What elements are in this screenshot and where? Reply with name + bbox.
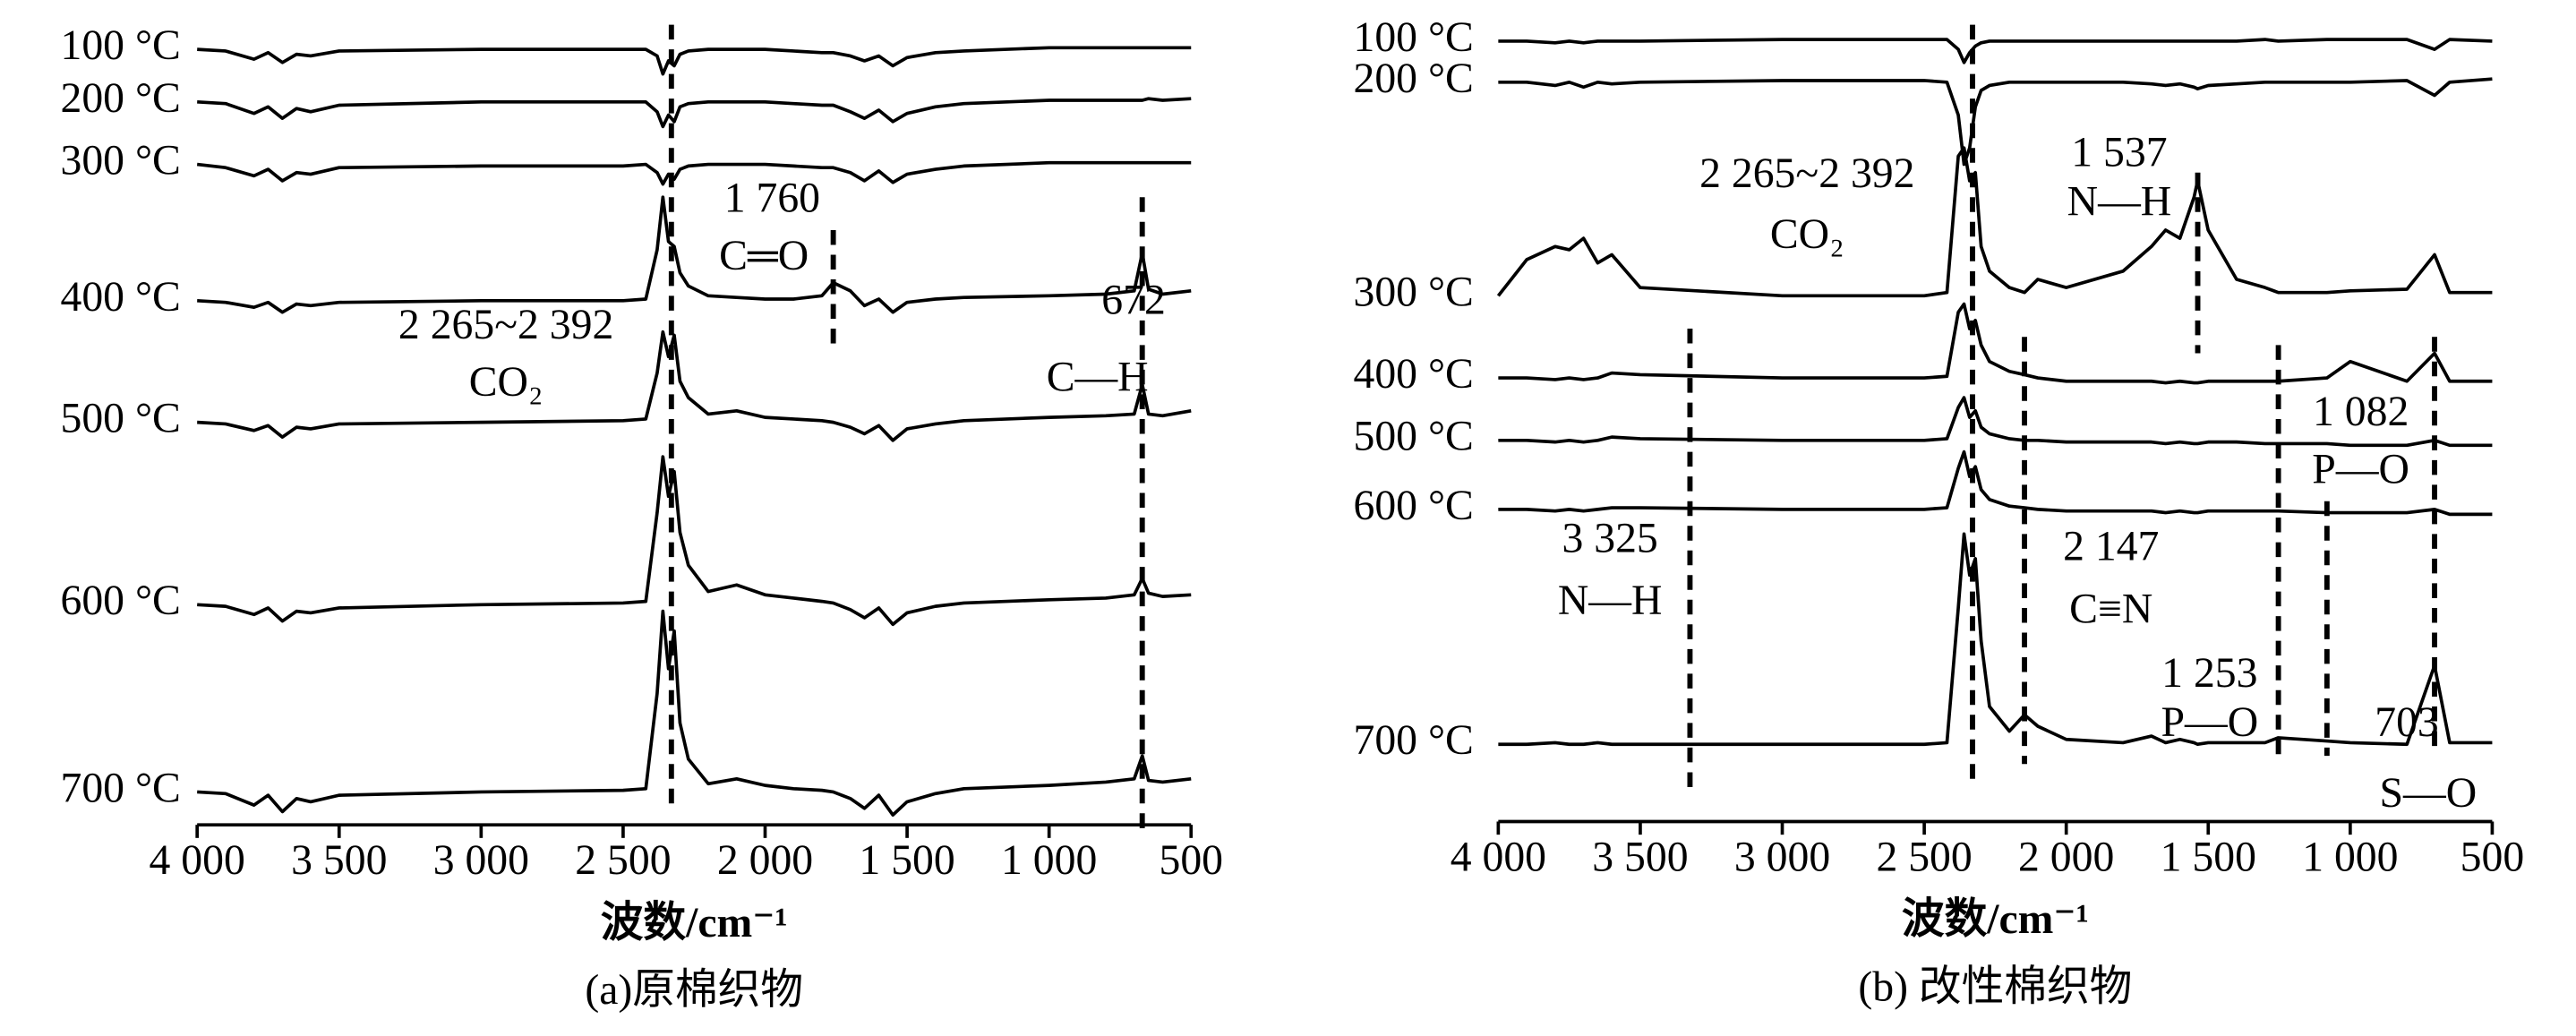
chart-title: (b) 改性棉织物 (1858, 963, 2132, 1010)
series-label: 100 °C (1353, 13, 1473, 61)
annotation: 2 265~2 392 (398, 301, 613, 348)
series-label: 100 °C (60, 21, 180, 69)
spectrum-line (197, 455, 1192, 627)
series-label: 300 °C (1353, 268, 1473, 315)
annotation: 1 537 (2071, 128, 2167, 176)
annotation: 1 760 (724, 175, 820, 222)
x-tick-label: 4 000 (150, 836, 245, 884)
annotation: 3 325 (1562, 515, 1657, 562)
annotation: 2 147 (2063, 523, 2159, 570)
series-label: 600 °C (1353, 482, 1473, 529)
x-tick-label: 500 (1159, 836, 1223, 884)
series-label: 500 °C (60, 395, 180, 442)
annotation: P—O (2161, 698, 2259, 746)
spectrum-line (1498, 38, 2493, 64)
annotation: C≡N (2069, 585, 2152, 632)
spectrum-line (197, 46, 1192, 76)
annotation: C═O (719, 232, 809, 279)
spectrum-line (1496, 146, 2493, 298)
annotation: 1 082 (2313, 388, 2409, 435)
annotation: CO₂ (469, 358, 543, 406)
spectrum-line (1498, 532, 2493, 747)
series-label: 200 °C (1353, 55, 1473, 102)
annotation: CO₂ (1770, 210, 1844, 258)
annotation: 672 (1101, 276, 1166, 323)
annotation: S—O (2380, 769, 2478, 817)
annotation: 1 253 (2161, 649, 2257, 697)
series-label: 400 °C (1353, 350, 1473, 398)
spectrum-line (197, 195, 1192, 314)
x-tick-label: 1 000 (1001, 836, 1097, 884)
x-tick-label: 3 000 (1734, 833, 1830, 880)
x-tick-label: 1 000 (2302, 833, 2398, 880)
spectrum-line (197, 330, 1192, 442)
annotation: 703 (2375, 698, 2439, 746)
series-label: 200 °C (60, 74, 180, 122)
x-tick-label: 500 (2460, 833, 2525, 880)
annotation: N—H (2067, 177, 2172, 225)
series-label: 700 °C (1353, 716, 1473, 764)
x-tick-label: 2 500 (575, 836, 671, 884)
x-tick-label: 3 000 (433, 836, 529, 884)
series-label: 700 °C (60, 764, 180, 811)
spectrum-line (1498, 302, 2493, 385)
x-tick-label: 1 500 (859, 836, 954, 884)
series-label: 400 °C (60, 273, 180, 321)
spectrum-line (197, 609, 1192, 817)
x-tick-label: 2 000 (717, 836, 813, 884)
spectrum-line (1498, 450, 2493, 517)
x-tick-label: 3 500 (291, 836, 387, 884)
annotation: N—H (1558, 577, 1663, 624)
series-label: 500 °C (1353, 413, 1473, 460)
series-label: 300 °C (60, 137, 180, 184)
x-tick-label: 1 500 (2161, 833, 2256, 880)
x-axis-label: 波数/cm⁻¹ (601, 899, 788, 946)
annotation: 2 265~2 392 (1699, 150, 1914, 197)
spectrum-line (197, 97, 1192, 129)
spectrum-line (196, 160, 1192, 186)
annotation: P—O (2312, 445, 2409, 492)
x-tick-label: 4 000 (1451, 833, 1546, 880)
x-tick-label: 3 500 (1592, 833, 1688, 880)
spectrum-line (1498, 77, 2493, 167)
annotation: C—H (1047, 354, 1149, 401)
x-axis-label: 波数/cm⁻¹ (1902, 895, 2089, 943)
x-tick-label: 2 500 (1876, 833, 1972, 880)
chart-title: (a)原棉织物 (585, 966, 803, 1014)
series-label: 600 °C (60, 577, 180, 624)
x-tick-label: 2 000 (2018, 833, 2114, 880)
